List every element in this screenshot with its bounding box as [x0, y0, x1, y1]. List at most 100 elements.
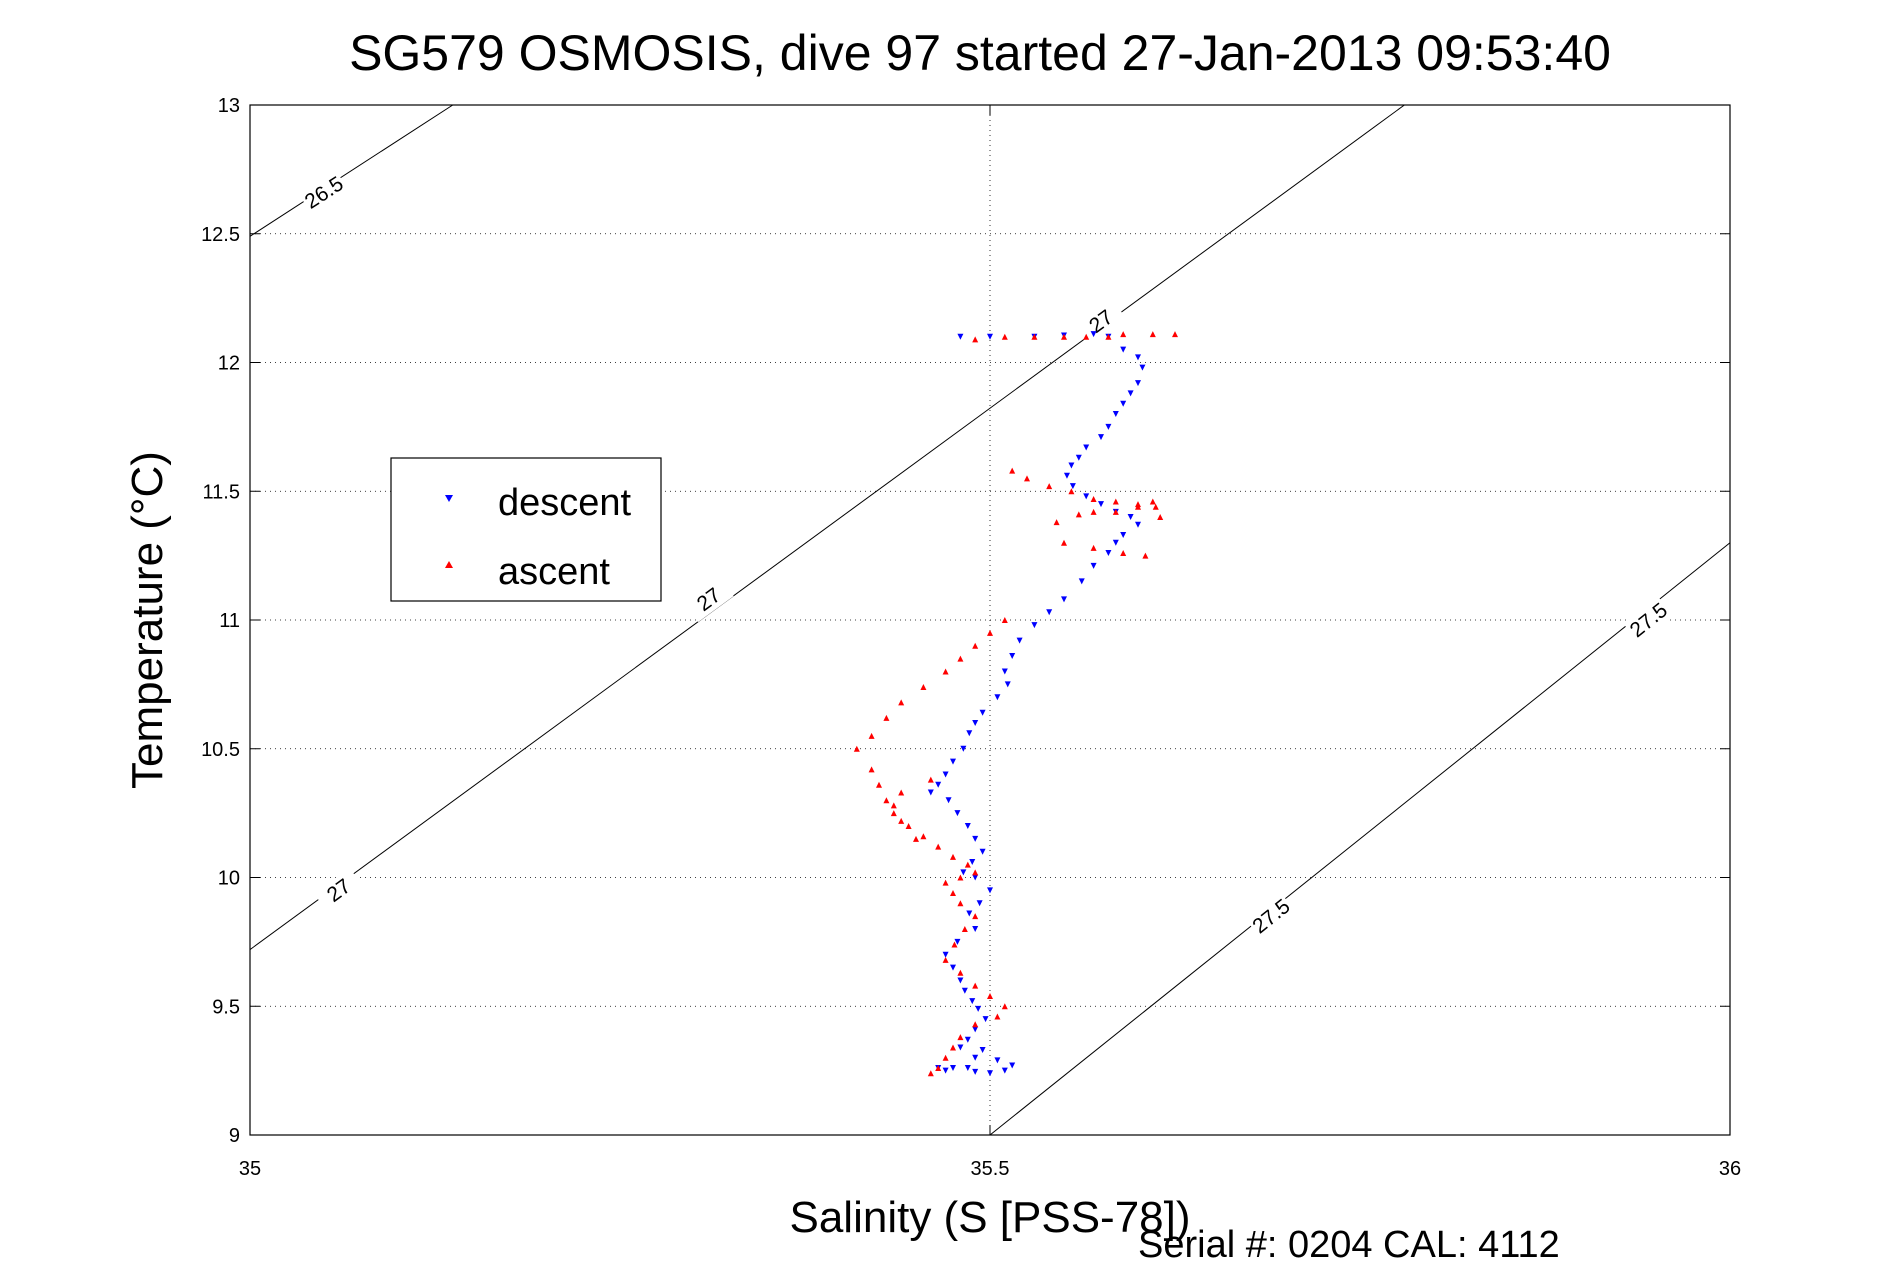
descent-point — [966, 910, 973, 917]
descent-point — [987, 333, 993, 340]
descent-point — [1120, 346, 1127, 353]
ascent-point — [972, 869, 979, 876]
ascent-point — [890, 810, 897, 817]
ascent-point — [890, 802, 897, 809]
descent-point — [1068, 462, 1075, 469]
legend-descent-label: descent — [498, 482, 632, 524]
ascent-point — [972, 982, 979, 989]
descent-point — [972, 1054, 979, 1061]
descent-point — [982, 1016, 989, 1023]
descent-point — [969, 998, 976, 1005]
ascent-point — [1068, 488, 1075, 495]
contour-line-27 — [249, 104, 1405, 951]
y-tick-label: 12.5 — [201, 224, 240, 246]
descent-point — [954, 938, 961, 945]
ascent-point — [1142, 552, 1149, 559]
descent-point — [972, 1068, 979, 1075]
contour-line-27.5 — [989, 542, 1731, 1136]
descent-point — [1009, 1062, 1016, 1069]
ascent-point — [972, 1021, 979, 1028]
descent-point — [966, 730, 973, 737]
contour-label-bg — [1623, 596, 1674, 644]
ascent-point — [1120, 331, 1127, 338]
legend: descent ascent — [390, 457, 662, 602]
descent-point — [964, 1065, 971, 1072]
ascent-point — [883, 714, 890, 721]
descent-point — [1075, 454, 1082, 461]
descent-point — [927, 789, 934, 796]
ascent-point — [898, 789, 905, 796]
ascent-point — [1024, 475, 1030, 482]
contour-label-bg — [313, 867, 364, 914]
descent-point — [957, 977, 964, 984]
ascent-point — [1090, 495, 1097, 502]
ascent-point — [1061, 333, 1067, 340]
descent-point — [987, 887, 993, 894]
contour-label-bg — [683, 576, 734, 623]
ascent-point — [898, 699, 905, 706]
descent-point — [1046, 609, 1053, 616]
descent-point — [960, 745, 967, 752]
descent-point — [950, 964, 956, 971]
descent-point — [1004, 681, 1011, 688]
descent-point — [964, 823, 971, 829]
ascent-point — [1152, 503, 1159, 510]
descent-point — [1016, 637, 1023, 644]
ascent-point — [1135, 501, 1141, 508]
ascent-point — [920, 683, 927, 690]
ascent-point — [1001, 617, 1008, 623]
descent-point — [945, 797, 952, 804]
descent-point — [1135, 354, 1141, 361]
ascent-point — [1001, 1003, 1008, 1010]
descent-point — [972, 926, 979, 932]
descent-point — [1090, 562, 1097, 569]
ascent-series — [853, 331, 1178, 1077]
descent-point — [1083, 493, 1090, 500]
y-tick-label: 11.5 — [203, 481, 240, 503]
ascent-point — [972, 913, 979, 920]
descent-point — [979, 709, 986, 716]
ascent-point — [942, 1054, 949, 1061]
descent-point — [1090, 331, 1097, 338]
descent-point — [954, 810, 961, 817]
ascent-point — [950, 853, 956, 860]
ascent-point — [920, 833, 927, 840]
ascent-point — [853, 745, 860, 752]
descent-point — [976, 900, 983, 907]
contour-line-26.5 — [249, 104, 454, 237]
descent-point — [1031, 622, 1038, 629]
legend-descent-marker — [445, 495, 453, 502]
y-tick-label: 9 — [229, 1125, 240, 1147]
descent-point — [975, 1005, 982, 1012]
ascent-point — [1090, 544, 1097, 551]
ascent-point — [957, 655, 964, 662]
ascent-point — [957, 1034, 964, 1041]
descent-point — [942, 951, 949, 958]
ascent-point — [1112, 498, 1119, 505]
y-tick-label: 9.5 — [212, 996, 240, 1018]
descent-point — [1112, 539, 1119, 546]
descent-point — [987, 1070, 993, 1077]
ascent-point — [957, 874, 964, 881]
descent-point — [1078, 578, 1085, 585]
descent-point — [972, 720, 979, 726]
descent-point — [1069, 483, 1076, 490]
ascent-point — [1120, 550, 1127, 557]
ascent-point — [1031, 333, 1038, 340]
descent-point — [935, 781, 942, 788]
descent-point — [1009, 653, 1016, 660]
x-tick-label: 35 — [239, 1158, 261, 1180]
y-tick-label: 13 — [218, 95, 240, 117]
y-tick-label: 10.5 — [201, 739, 240, 761]
ascent-point — [868, 766, 875, 773]
descent-point — [1112, 411, 1119, 417]
y-tick-label: 11 — [219, 610, 240, 632]
y-tick-label: 12 — [218, 353, 240, 375]
descent-point — [1135, 380, 1141, 387]
ascent-point — [935, 1065, 942, 1072]
legend-ascent-label: ascent — [498, 551, 610, 593]
descent-series — [927, 331, 1146, 1077]
ascent-point — [957, 900, 964, 907]
ascent-point — [1090, 508, 1097, 515]
contour-label-bg — [1076, 298, 1126, 344]
